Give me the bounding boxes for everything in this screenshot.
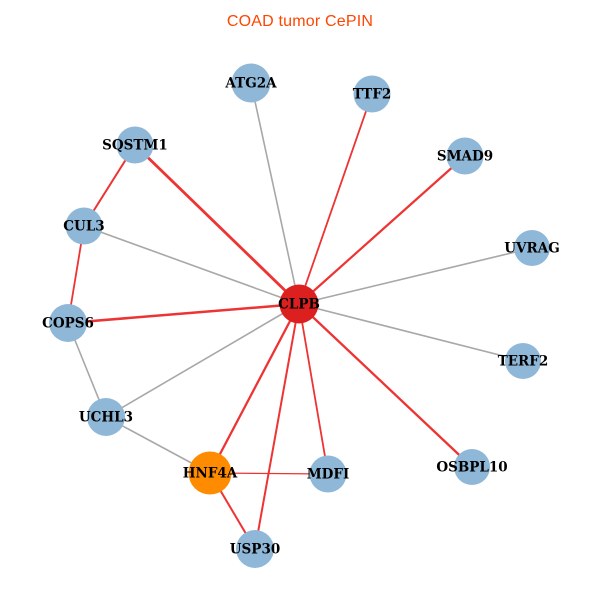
edge-CLPB-OSBPL10 (298, 303, 473, 468)
node-UCHL3 (87, 398, 125, 436)
node-label-OSBPL10: OSBPL10 (436, 460, 507, 476)
node-label-COPS6: COPS6 (42, 316, 94, 332)
edge-CLPB-UCHL3 (105, 303, 300, 418)
node-HNF4A (188, 451, 232, 495)
edge-CLPB-MDFI (298, 303, 329, 475)
node-TERF2 (505, 343, 541, 379)
node-label-CLPB: CLPB (278, 297, 320, 313)
node-label-TERF2: TERF2 (498, 354, 549, 370)
node-UVRAG (514, 230, 550, 266)
node-label-SMAD9: SMAD9 (437, 149, 493, 165)
node-CLPB (279, 284, 319, 324)
node-label-UCHL3: UCHL3 (79, 410, 133, 426)
node-label-TTF2: TTF2 (353, 87, 392, 103)
node-USP30 (236, 530, 274, 568)
node-label-HNF4A: HNF4A (183, 466, 238, 482)
edge-CLPB-TTF2 (298, 93, 373, 305)
node-SMAD9 (446, 137, 484, 175)
edge-CLPB-SQSTM1 (134, 143, 300, 306)
edge-CLPB-TERF2 (298, 303, 524, 362)
node-label-UVRAG: UVRAG (504, 241, 559, 257)
node-label-USP30: USP30 (230, 542, 280, 558)
edge-CLPB-UVRAG (298, 247, 533, 305)
node-OSBPL10 (454, 449, 490, 485)
node-SQSTM1 (116, 126, 154, 164)
edge-CLPB-HNF4A (208, 303, 301, 474)
node-label-CUL3: CUL3 (63, 219, 104, 235)
plot-title: COAD tumor CePIN (226, 13, 374, 30)
edge-CLPB-COPS6 (67, 302, 300, 325)
node-label-ATG2A: ATG2A (224, 76, 277, 92)
node-COPS6 (49, 304, 87, 342)
node-CUL3 (65, 207, 103, 245)
edge-CLPB-CUL3 (83, 225, 300, 305)
node-ATG2A (231, 63, 271, 103)
node-label-SQSTM1: SQSTM1 (102, 138, 168, 154)
edge-CLPB-SMAD9 (298, 155, 466, 305)
edge-CLPB-USP30 (254, 303, 300, 550)
node-TTF2 (353, 75, 391, 113)
node-MDFI (309, 455, 347, 493)
edge-CLPB-ATG2A (250, 82, 300, 305)
node-label-MDFI: MDFI (307, 467, 350, 483)
